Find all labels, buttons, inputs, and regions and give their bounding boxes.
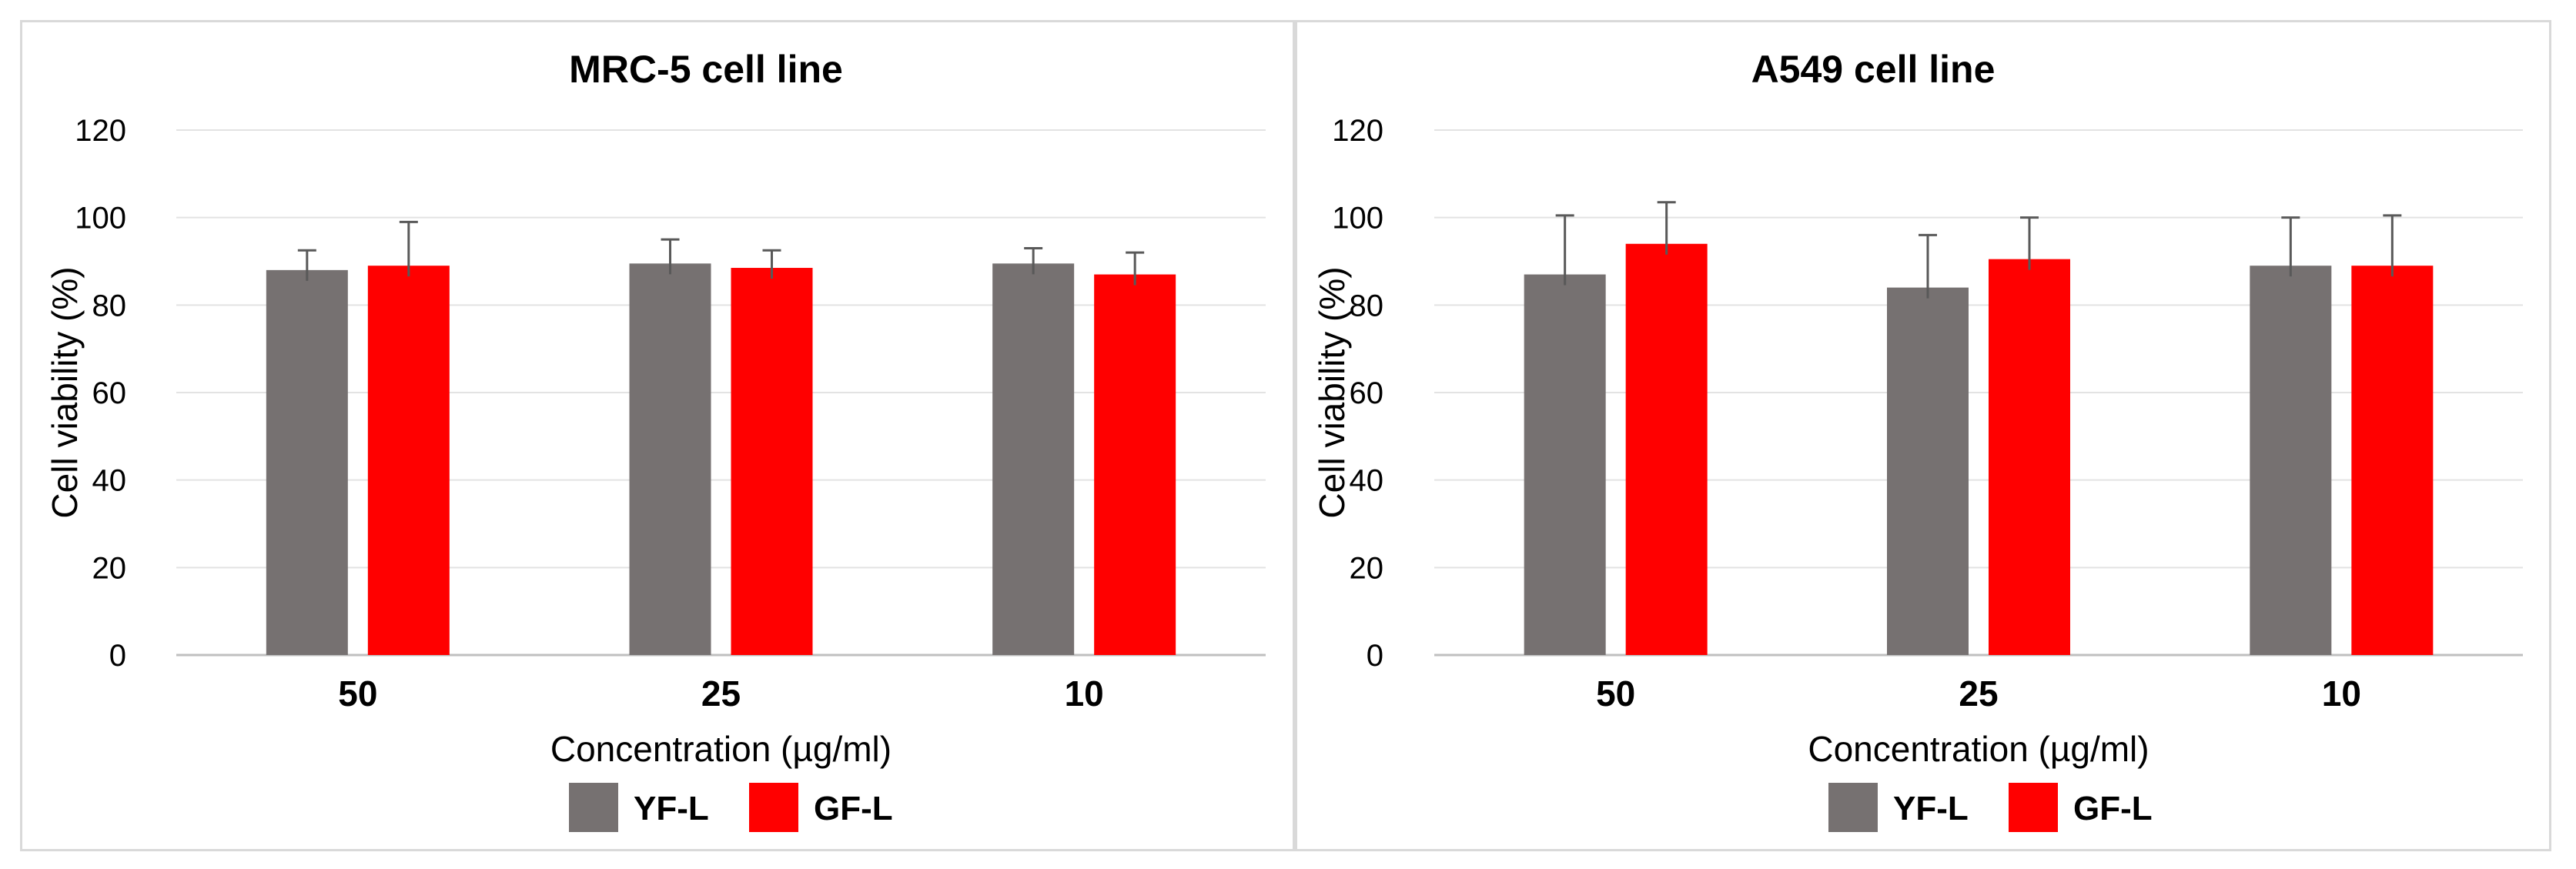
y-tick-label: 0 bbox=[109, 639, 126, 673]
x-axis-title: Concentration (µg/ml) bbox=[550, 729, 892, 769]
y-tick-label: 40 bbox=[1350, 464, 1384, 498]
bar-gf-l-10 bbox=[1094, 274, 1176, 655]
y-tick-label: 80 bbox=[92, 289, 127, 323]
bar-yf-l-25 bbox=[1887, 287, 1969, 655]
y-axis-title: Cell viability (%) bbox=[1312, 266, 1352, 518]
y-tick-label: 60 bbox=[92, 376, 127, 410]
y-tick-label: 100 bbox=[75, 202, 126, 236]
bar-gf-l-25 bbox=[731, 268, 813, 655]
legend-swatch-gf-l bbox=[2009, 783, 2058, 832]
chart-a549: A549 cell line 0 20 40 60 80 100 120 Cell viabil… bbox=[1312, 48, 2523, 832]
legend-swatch-yf-l bbox=[569, 783, 618, 832]
chart-panel-mrc5: MRC-5 cell line 0 20 40 60 80 100 120 Cell viabi… bbox=[20, 20, 1295, 851]
legend-label-yf-l: YF-L bbox=[1893, 790, 1969, 827]
legend-label-gf-l: GF-L bbox=[2073, 790, 2153, 827]
x-tick-label: 25 bbox=[1959, 673, 1998, 714]
x-tick-label: 10 bbox=[1065, 673, 1104, 714]
legend-label-gf-l: GF-L bbox=[814, 790, 893, 827]
chart-mrc5: MRC-5 cell line 0 20 40 60 80 100 120 Cell viabi… bbox=[45, 48, 1266, 832]
y-tick-label: 120 bbox=[75, 114, 126, 148]
legend-swatch-yf-l bbox=[1828, 783, 1878, 832]
y-tick-label: 120 bbox=[1332, 114, 1383, 148]
x-tick-label: 25 bbox=[701, 673, 741, 714]
y-tick-label: 0 bbox=[1367, 639, 1383, 673]
bar-yf-l-50 bbox=[266, 269, 348, 655]
y-tick-label: 20 bbox=[92, 551, 127, 585]
y-tick-label: 60 bbox=[1350, 376, 1384, 410]
chart-panel-a549: A549 cell line 0 20 40 60 80 100 120 Cell viabil… bbox=[1295, 20, 2551, 851]
y-axis-title: Cell viability (%) bbox=[45, 266, 85, 518]
x-tick-label: 10 bbox=[2322, 673, 2361, 714]
chart-title: MRC-5 cell line bbox=[569, 48, 843, 91]
bar-yf-l-10 bbox=[2250, 266, 2332, 655]
bar-gf-l-50 bbox=[1625, 243, 1708, 655]
legend-swatch-gf-l bbox=[749, 783, 798, 832]
x-tick-label: 50 bbox=[1596, 673, 1635, 714]
y-tick-label: 80 bbox=[1350, 289, 1384, 323]
bar-yf-l-50 bbox=[1524, 274, 1606, 655]
bar-gf-l-25 bbox=[1989, 259, 2070, 655]
chart-title: A549 cell line bbox=[1751, 48, 1996, 91]
bar-yf-l-10 bbox=[992, 263, 1075, 655]
bar-gf-l-50 bbox=[367, 266, 450, 655]
x-tick-label: 50 bbox=[338, 673, 377, 714]
x-axis-title: Concentration (µg/ml) bbox=[1808, 729, 2149, 769]
bar-gf-l-10 bbox=[2351, 266, 2434, 655]
legend-label-yf-l: YF-L bbox=[634, 790, 709, 827]
y-tick-label: 40 bbox=[92, 464, 127, 498]
y-tick-label: 20 bbox=[1350, 551, 1384, 585]
bar-yf-l-25 bbox=[629, 263, 711, 655]
y-tick-label: 100 bbox=[1332, 202, 1383, 236]
